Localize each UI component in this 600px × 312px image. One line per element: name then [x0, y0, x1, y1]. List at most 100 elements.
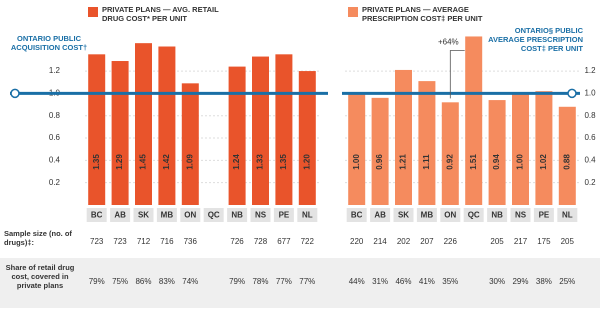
x-tick-label: MB [421, 211, 434, 220]
x-tick-label: NS [515, 211, 527, 220]
x-tick-label: BC [91, 211, 103, 220]
table-cell: 41% [419, 277, 435, 286]
bar [535, 91, 553, 205]
bar [558, 106, 576, 205]
category-box [416, 208, 437, 222]
y-tick-label: 1.2 [49, 66, 61, 75]
bar [298, 71, 316, 205]
value-label: 1.51 [469, 154, 478, 170]
table-cell: 712 [137, 237, 151, 246]
bar [395, 69, 412, 205]
table-cell: 202 [397, 237, 411, 246]
table-cell: 44% [349, 277, 365, 286]
value-label: 1.00 [352, 154, 361, 170]
table-cell: 723 [90, 237, 104, 246]
y-tick-label: 0.4 [584, 155, 596, 164]
category-box [180, 208, 201, 222]
value-label: 0.92 [445, 154, 454, 170]
category-box [557, 208, 578, 222]
table-cell: 74% [182, 277, 198, 286]
table-cell: 726 [230, 237, 244, 246]
x-tick-label: NB [231, 211, 243, 220]
value-label: 1.24 [232, 154, 241, 170]
bar [441, 102, 459, 205]
x-tick-label: NS [255, 211, 267, 220]
legend-swatch [348, 7, 358, 17]
table-cell: 30% [489, 277, 505, 286]
bar [111, 61, 129, 206]
category-box [393, 208, 414, 222]
reference-label: ONTARIO§ PUBLIC AVERAGE PRESCRIPTION COS… [488, 26, 583, 53]
category-box [86, 208, 107, 222]
table-cell: 25% [559, 277, 575, 286]
category-box [510, 208, 531, 222]
x-tick-label: PE [539, 211, 550, 220]
category-box [250, 208, 271, 222]
table-cell: 79% [89, 277, 105, 286]
value-label: 1.09 [185, 154, 194, 170]
value-label: 0.94 [492, 154, 501, 170]
category-box [346, 208, 367, 222]
x-tick-label: NL [562, 211, 573, 220]
reference-marker [567, 88, 577, 99]
table-cell: 728 [254, 237, 268, 246]
category-box [227, 208, 248, 222]
bar [252, 56, 269, 205]
value-label: 1.00 [516, 154, 525, 170]
table-cell: 220 [350, 237, 364, 246]
bar [418, 81, 436, 205]
table-cell: 207 [420, 237, 434, 246]
y-tick-label: 0.4 [49, 155, 61, 164]
table-cell: 175 [537, 237, 551, 246]
y-tick-label: 0.8 [584, 111, 596, 120]
row-header: Sample size (no. of drugs)‡: [4, 229, 72, 247]
table-cell: 78% [252, 277, 268, 286]
x-tick-label: QC [208, 211, 220, 220]
row-header: Share of retail drug cost, covered in pr… [5, 263, 75, 290]
legend-label: PRIVATE PLANS — AVERAGE PRESCRIPTION COS… [362, 5, 483, 23]
value-label: 0.96 [375, 154, 384, 170]
y-tick-label: 0.6 [49, 133, 61, 142]
value-label: 1.45 [139, 154, 148, 170]
legend-label: PRIVATE PLANS — AVG. RETAIL DRUG COST* P… [102, 5, 219, 23]
bar [371, 97, 389, 205]
value-label: 1.42 [162, 154, 171, 170]
table-cell: 83% [159, 277, 175, 286]
bar [488, 100, 506, 205]
table-cell: 46% [395, 277, 411, 286]
x-tick-label: NL [302, 211, 313, 220]
row-bg [0, 258, 600, 308]
category-box [370, 208, 391, 222]
x-tick-label: SK [138, 211, 149, 220]
table-cell: 77% [276, 277, 292, 286]
table-cell: 736 [184, 237, 198, 246]
x-tick-label: AB [114, 211, 126, 220]
category-box [273, 208, 294, 222]
legend-swatch [88, 7, 98, 17]
y-tick-label: 1.0 [584, 88, 596, 97]
table-cell: 205 [490, 237, 504, 246]
category-box [533, 208, 554, 222]
category-box [203, 208, 224, 222]
category-box [487, 208, 508, 222]
table-cell: 79% [229, 277, 245, 286]
table-cell: 38% [536, 277, 552, 286]
table-cell: 677 [277, 237, 291, 246]
x-tick-label: ON [184, 211, 196, 220]
table-cell: 205 [561, 237, 575, 246]
x-tick-label: QC [468, 211, 480, 220]
table-cell: 226 [444, 237, 458, 246]
table-cell: 31% [372, 277, 388, 286]
category-box [463, 208, 484, 222]
value-label: 1.11 [422, 154, 431, 170]
x-tick-label: PE [279, 211, 290, 220]
annotation-bracket [449, 50, 465, 99]
annotation: +64% [438, 38, 459, 47]
x-tick-label: AB [374, 211, 386, 220]
table-cell: 214 [373, 237, 387, 246]
bar [512, 93, 529, 205]
table-cell: 217 [514, 237, 528, 246]
y-tick-label: 0.6 [584, 133, 596, 142]
